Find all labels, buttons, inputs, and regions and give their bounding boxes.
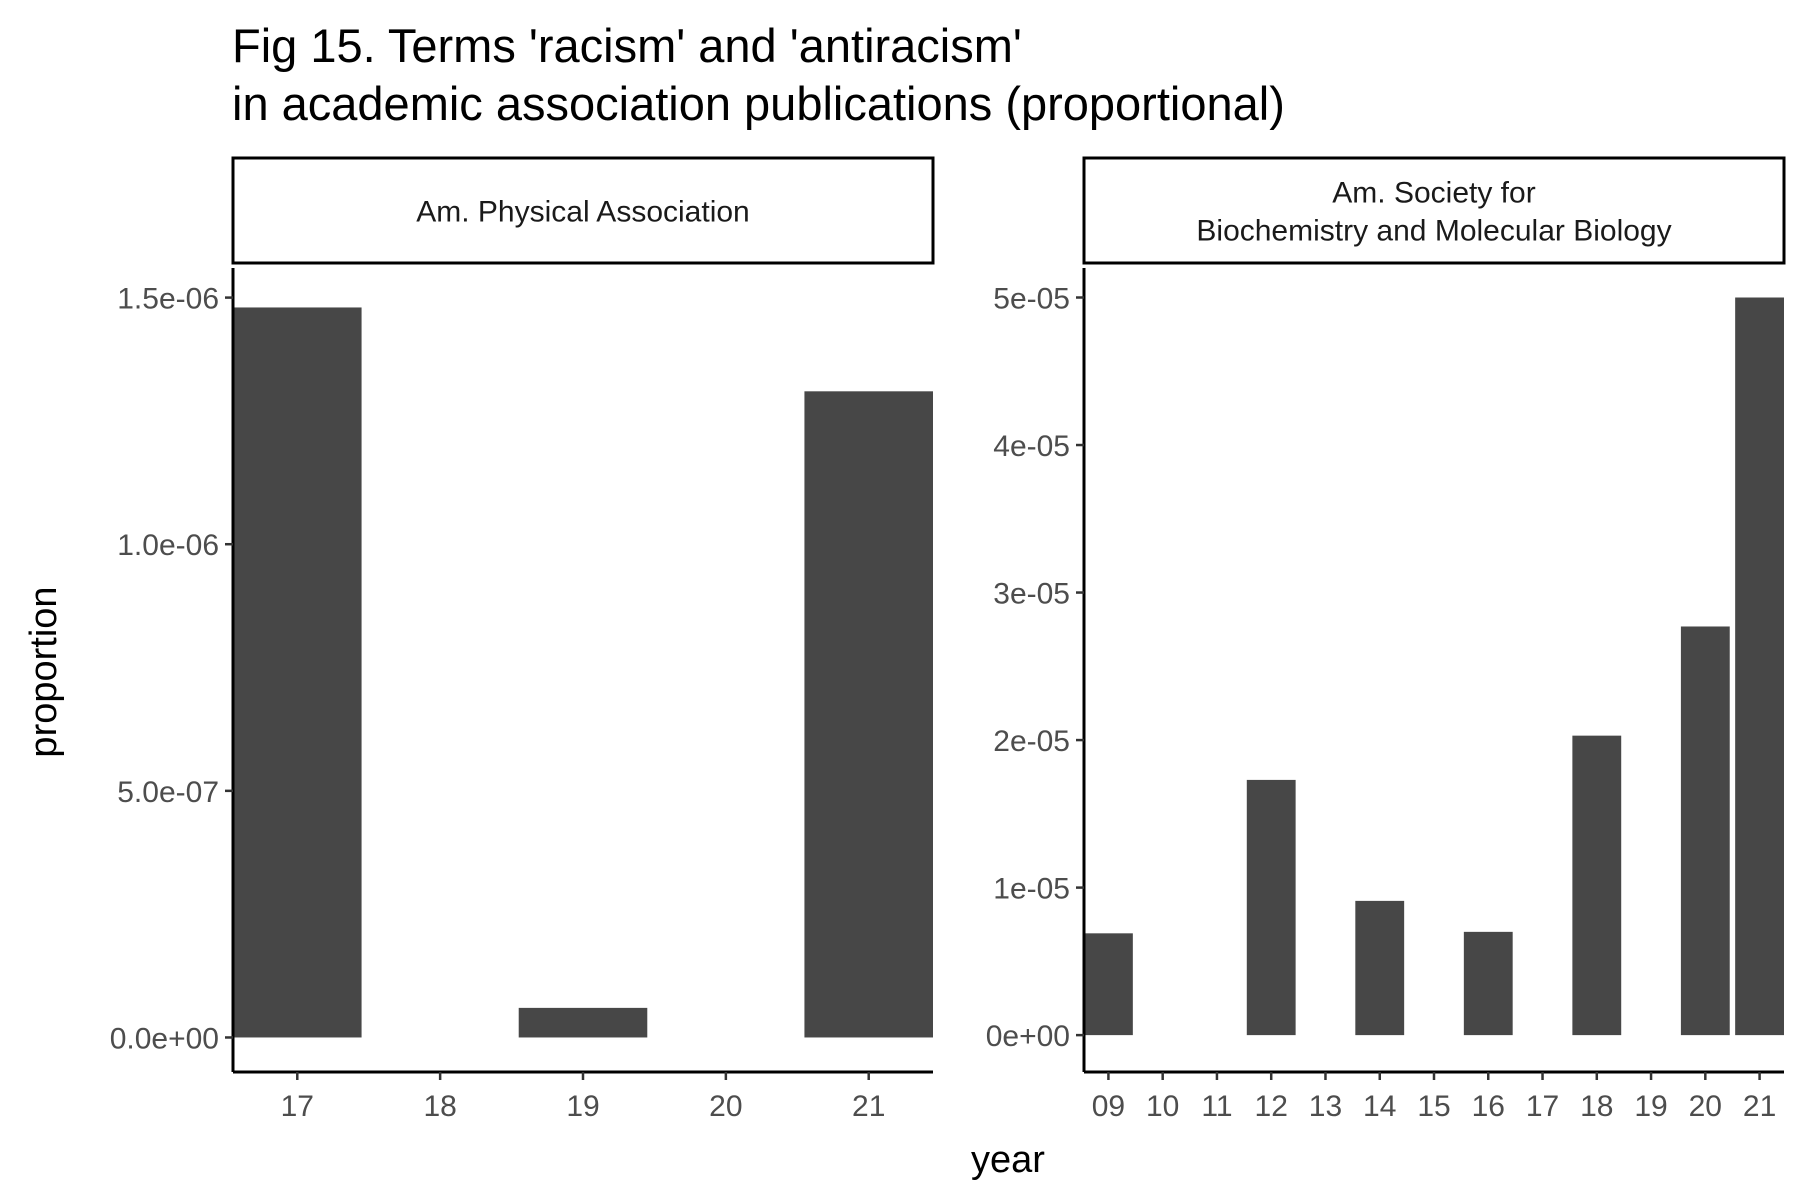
y-tick-label: 2e-05 bbox=[993, 725, 1070, 758]
x-tick-label: 13 bbox=[1309, 1090, 1342, 1123]
x-tick-label: 11 bbox=[1201, 1090, 1232, 1123]
bar-12 bbox=[1246, 779, 1296, 1036]
bar-19 bbox=[518, 1007, 648, 1038]
y-tick-label: 3e-05 bbox=[993, 578, 1070, 611]
y-tick-label: 4e-05 bbox=[993, 430, 1070, 463]
x-tick-label: 20 bbox=[1689, 1090, 1722, 1123]
x-tick-label: 15 bbox=[1417, 1090, 1450, 1123]
panel-2: Am. Society for Biochemistry and Molecula… bbox=[986, 156, 1786, 1123]
y-tick-label: 1e-05 bbox=[993, 873, 1070, 906]
x-axis-title: year bbox=[971, 1139, 1045, 1181]
x-tick-label: 21 bbox=[1743, 1090, 1776, 1123]
x-tick-label: 18 bbox=[423, 1090, 456, 1123]
chart-subtitle: in academic association publications (pr… bbox=[232, 77, 1285, 130]
bar-21 bbox=[804, 391, 933, 1038]
x-tick-label: 21 bbox=[852, 1090, 885, 1123]
y-axis-title: proportion bbox=[23, 586, 65, 757]
facet-strip-label: Am. Society for bbox=[1332, 177, 1535, 210]
x-tick-label: 14 bbox=[1363, 1090, 1396, 1123]
x-tick-label: 19 bbox=[1634, 1090, 1667, 1123]
x-tick-label: 20 bbox=[709, 1090, 742, 1123]
x-tick-label: 17 bbox=[1526, 1090, 1559, 1123]
bar-09 bbox=[1084, 933, 1133, 1036]
facet-strip-label: Am. Physical Association bbox=[416, 196, 749, 229]
y-tick-label: 1.0e-06 bbox=[117, 529, 219, 562]
x-tick-label: 12 bbox=[1255, 1090, 1288, 1123]
y-tick-label: 5.0e-07 bbox=[117, 776, 219, 809]
x-tick-label: 19 bbox=[566, 1090, 599, 1123]
x-tick-label: 18 bbox=[1580, 1090, 1613, 1123]
x-tick-label: 16 bbox=[1472, 1090, 1505, 1123]
y-tick-label: 0.0e+00 bbox=[110, 1022, 219, 1055]
bar-14 bbox=[1355, 900, 1405, 1036]
y-tick-label: 1.5e-06 bbox=[117, 283, 219, 316]
bar-16 bbox=[1463, 931, 1513, 1036]
y-tick-label: 5e-05 bbox=[993, 283, 1070, 316]
bar-20 bbox=[1680, 626, 1730, 1036]
x-tick-label: 09 bbox=[1092, 1090, 1125, 1123]
bar-18 bbox=[1572, 735, 1622, 1036]
panel-1: Am. Physical Association 0.0e+00 5.0e-07 1.… bbox=[110, 156, 935, 1123]
facet-strip-label: Biochemistry and Molecular Biology bbox=[1196, 215, 1671, 248]
y-tick-label: 0e+00 bbox=[986, 1020, 1070, 1053]
chart-title: Fig 15. Terms 'racism' and 'antiracism' bbox=[232, 19, 1022, 72]
bar-21 bbox=[1735, 297, 1784, 1036]
facet-strip bbox=[231, 156, 935, 265]
bar-17 bbox=[233, 307, 362, 1038]
x-tick-label: 17 bbox=[281, 1090, 314, 1123]
facet-strip bbox=[1082, 156, 1786, 265]
facet-panels: Am. Physical Association 0.0e+00 5.0e-07 1.… bbox=[110, 156, 1786, 1123]
x-tick-label: 10 bbox=[1146, 1090, 1179, 1123]
